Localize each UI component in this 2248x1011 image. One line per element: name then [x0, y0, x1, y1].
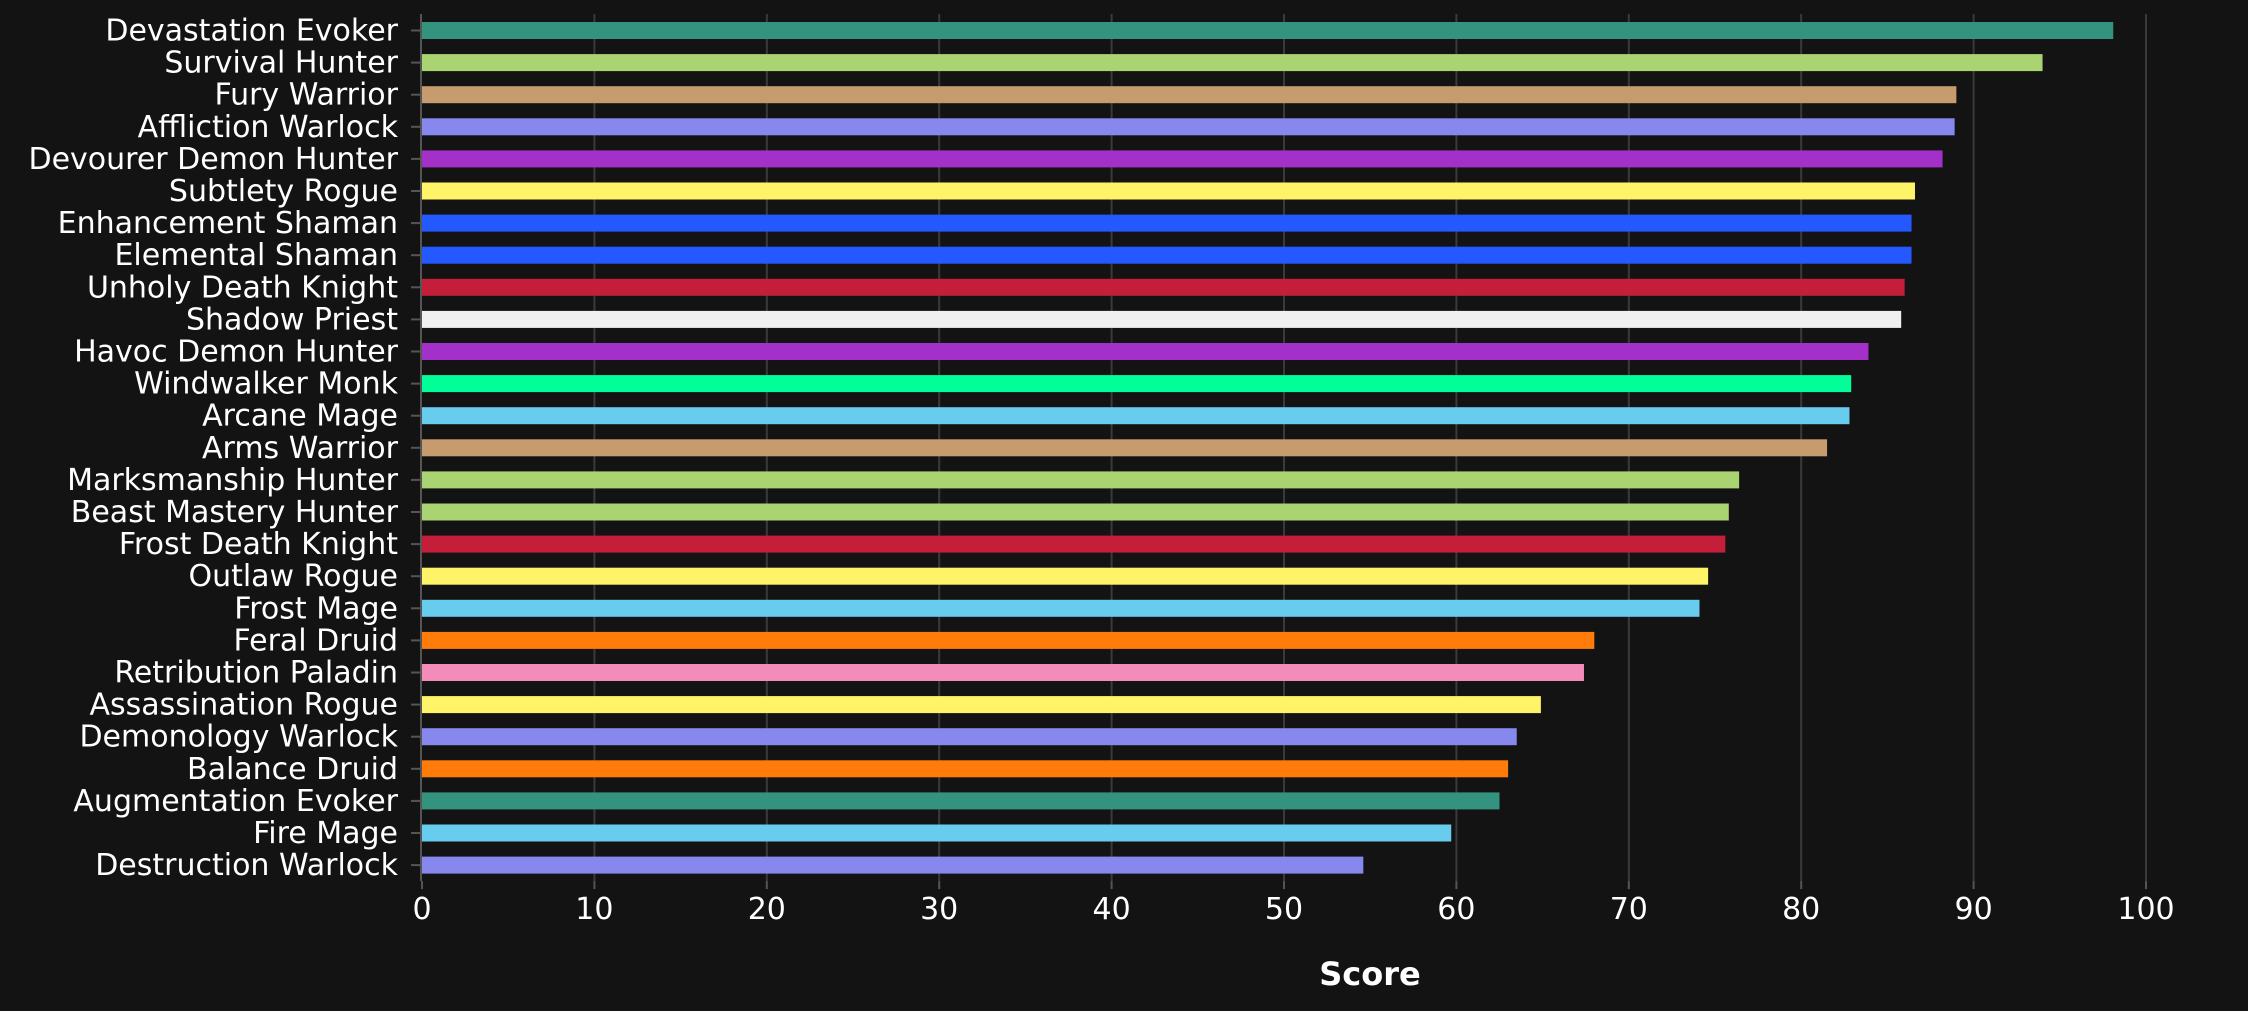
bar	[422, 599, 1700, 617]
x-tick-label: 50	[1265, 892, 1303, 927]
bar	[422, 664, 1584, 681]
category-label: Fury Warrior	[214, 78, 398, 113]
category-label: Demonology Warlock	[79, 720, 398, 755]
bar	[422, 792, 1500, 810]
x-tick-label: 70	[1610, 892, 1648, 927]
bar	[422, 567, 1709, 585]
x-axis-title: Score	[1319, 955, 1420, 993]
category-label: Beast Mastery Hunter	[71, 495, 399, 530]
category-label: Devourer Demon Hunter	[28, 142, 398, 177]
category-label: Assassination Rogue	[89, 688, 398, 723]
category-label: Affliction Warlock	[138, 110, 399, 145]
category-label: Elemental Shaman	[114, 238, 398, 273]
x-tick-label: 30	[920, 892, 958, 927]
x-tick-label: 40	[1093, 892, 1131, 927]
bar	[422, 728, 1517, 746]
category-label: Retribution Paladin	[114, 656, 398, 691]
category-label: Outlaw Rogue	[188, 559, 398, 594]
bar	[422, 22, 2114, 39]
bar	[422, 118, 1955, 136]
bar	[422, 278, 1905, 296]
bar	[422, 375, 1852, 393]
bar	[422, 214, 1912, 232]
axes: 0 10 20 30 40 50 60 70 80 90 100	[411, 14, 2175, 927]
bar	[422, 856, 1364, 874]
bar	[422, 439, 1828, 457]
bar	[422, 824, 1452, 842]
category-label: Arcane Mage	[202, 399, 398, 434]
category-label: Augmentation Evoker	[73, 784, 398, 819]
category-label: Havoc Demon Hunter	[74, 335, 399, 370]
category-label: Shadow Priest	[186, 302, 398, 337]
x-tick-label: 80	[1782, 892, 1820, 927]
bar	[422, 760, 1509, 778]
category-label: Enhancement Shaman	[58, 206, 398, 241]
bar	[422, 150, 1943, 168]
x-tick-label: 20	[748, 892, 786, 927]
category-label: Devastation Evoker	[105, 14, 398, 49]
x-tick-label: 0	[412, 892, 431, 927]
bar	[422, 471, 1740, 489]
x-tick-label: 10	[575, 892, 613, 927]
x-tick-label: 60	[1437, 892, 1475, 927]
category-label: Windwalker Monk	[134, 367, 399, 402]
category-label: Unholy Death Knight	[87, 270, 398, 305]
x-tick-label: 90	[1955, 892, 1993, 927]
bar	[422, 54, 2043, 72]
bar	[422, 535, 1726, 553]
bar	[422, 86, 1957, 104]
bar	[422, 503, 1729, 521]
category-label: Frost Mage	[234, 591, 398, 626]
bars	[422, 22, 2114, 874]
bar	[422, 696, 1541, 714]
bar	[422, 343, 1869, 360]
category-label: Arms Warrior	[202, 431, 399, 466]
category-label: Balance Druid	[187, 752, 398, 787]
bar	[422, 182, 1915, 200]
bar	[422, 631, 1595, 649]
bar	[422, 310, 1902, 328]
category-label: Destruction Warlock	[95, 848, 398, 883]
category-label: Fire Mage	[253, 816, 398, 851]
category-label: Survival Hunter	[164, 46, 398, 81]
category-label: Subtlety Rogue	[169, 174, 398, 209]
bar	[422, 407, 1850, 425]
category-label: Marksmanship Hunter	[67, 463, 399, 498]
x-tick-label: 100	[2117, 892, 2174, 927]
category-label: Feral Druid	[234, 623, 399, 658]
bar	[422, 246, 1912, 264]
category-label: Frost Death Knight	[119, 527, 398, 562]
